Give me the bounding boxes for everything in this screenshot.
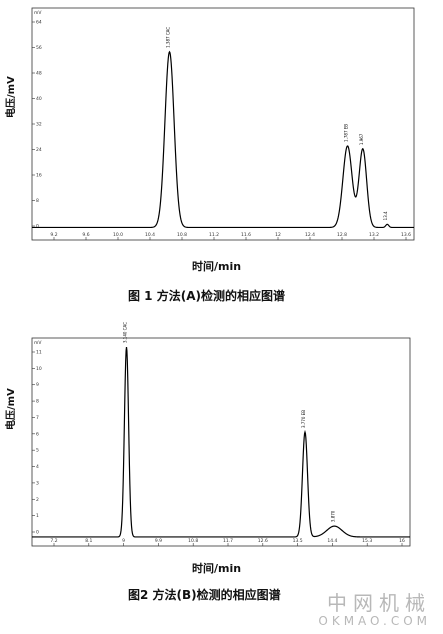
plot-frame	[31, 337, 411, 547]
y-tick-label: 32	[36, 122, 42, 128]
peak-label: 1.967	[359, 133, 364, 145]
y-tick-label: 48	[36, 71, 42, 77]
x-tick-label: 10.8	[188, 538, 198, 544]
plot-frame	[31, 7, 415, 241]
y-tick-label: 2	[36, 497, 39, 503]
chromatogram-1: mV 64 56 48 40 32 24 16 8 0 9.2 9.6 10.0 10.4 10.8 11.2…	[31, 7, 415, 241]
x-tick-label: 9.2	[50, 232, 57, 238]
unit-tag: mV	[34, 340, 42, 346]
y-tick-label: 8	[36, 198, 39, 204]
x-tick-label: 12.6	[258, 538, 268, 544]
x-tick-label: 13.6	[401, 232, 411, 238]
x-tick-label: 8.1	[85, 538, 92, 544]
y-axis-label: 电压/mV	[6, 76, 17, 118]
peak-label: 1.387 CAC	[166, 27, 171, 48]
x-axis-label: 时间/min	[192, 260, 242, 273]
y-tick-label: 0	[36, 224, 39, 230]
y-tick-label: 0	[36, 530, 39, 536]
x-tick-label: 9.6	[82, 232, 89, 238]
x-tick-label: 13.5	[293, 538, 303, 544]
y-tick-label: 11	[36, 350, 42, 356]
x-tick-label: 7.2	[50, 538, 57, 544]
x-tick-label: 13.2	[369, 232, 379, 238]
x-tick-label: 11.2	[209, 232, 219, 238]
x-tick-label: 14.4	[327, 538, 337, 544]
x-axis-label: 时间/min	[192, 562, 242, 575]
x-tick-label: 9	[122, 538, 125, 544]
y-tick-label: 64	[36, 20, 42, 26]
y-tick-label: 5	[36, 448, 39, 454]
x-tick-label: 12	[275, 232, 281, 238]
figure-1: mV 64 56 48 40 32 24 16 8 0 9.2 9.6 10.0 10.4 10.8 11.2…	[0, 0, 443, 310]
figure-caption: 图 1 方法(A)检测的相应图谱	[128, 289, 285, 303]
peak-label: 3.870	[330, 510, 335, 522]
y-tick-label: 56	[36, 45, 42, 51]
y-tick-label: 8	[36, 399, 39, 405]
y-tick-label: 7	[36, 415, 39, 421]
y-tick-label: 10	[36, 366, 42, 372]
x-tick-label: 10.4	[145, 232, 155, 238]
x-tick-label: 11.6	[241, 232, 251, 238]
watermark-en: OKMAO.COM	[318, 614, 431, 628]
x-tick-label: 12.8	[337, 232, 347, 238]
y-tick-label: 6	[36, 431, 39, 437]
peak-label: 3.140 CAC	[123, 322, 128, 343]
chromatogram-trace	[32, 50, 414, 229]
y-tick-label: 3	[36, 480, 39, 486]
x-tick-label: 15.3	[362, 538, 372, 544]
peak-label: 13.4	[383, 211, 388, 220]
x-tick-label: 12.4	[305, 232, 315, 238]
figure-caption: 图2 方法(B)检测的相应图谱	[128, 588, 281, 602]
peak-label: 3.770 EB	[301, 410, 306, 428]
peak-label: 1.787 EB	[344, 124, 349, 142]
y-tick-label: 1	[36, 513, 39, 519]
x-tick-label: 9.9	[155, 538, 162, 544]
y-axis-label: 电压/mV	[6, 388, 17, 430]
y-tick-label: 16	[36, 173, 42, 179]
y-tick-label: 40	[36, 96, 42, 102]
x-tick-label: 11.7	[223, 538, 233, 544]
watermark-logo: 中网机械 OKMAO.COM	[318, 587, 431, 628]
y-tick-label: 24	[36, 147, 42, 153]
x-tick-label: 16	[399, 538, 405, 544]
figure-2: mV 11 10 9 8 7 6 5 4 3 2 1 0 7.2 8.1 9 9.9 10.8 11.7 12.6 13…	[0, 322, 443, 610]
y-tick-label: 9	[36, 382, 39, 388]
y-tick-label: 4	[36, 464, 39, 470]
x-tick-label: 10.0	[113, 232, 123, 238]
chromatogram-trace	[32, 346, 410, 538]
unit-tag: mV	[34, 10, 42, 16]
x-tick-label: 10.8	[177, 232, 187, 238]
watermark-cn: 中网机械	[327, 591, 431, 615]
